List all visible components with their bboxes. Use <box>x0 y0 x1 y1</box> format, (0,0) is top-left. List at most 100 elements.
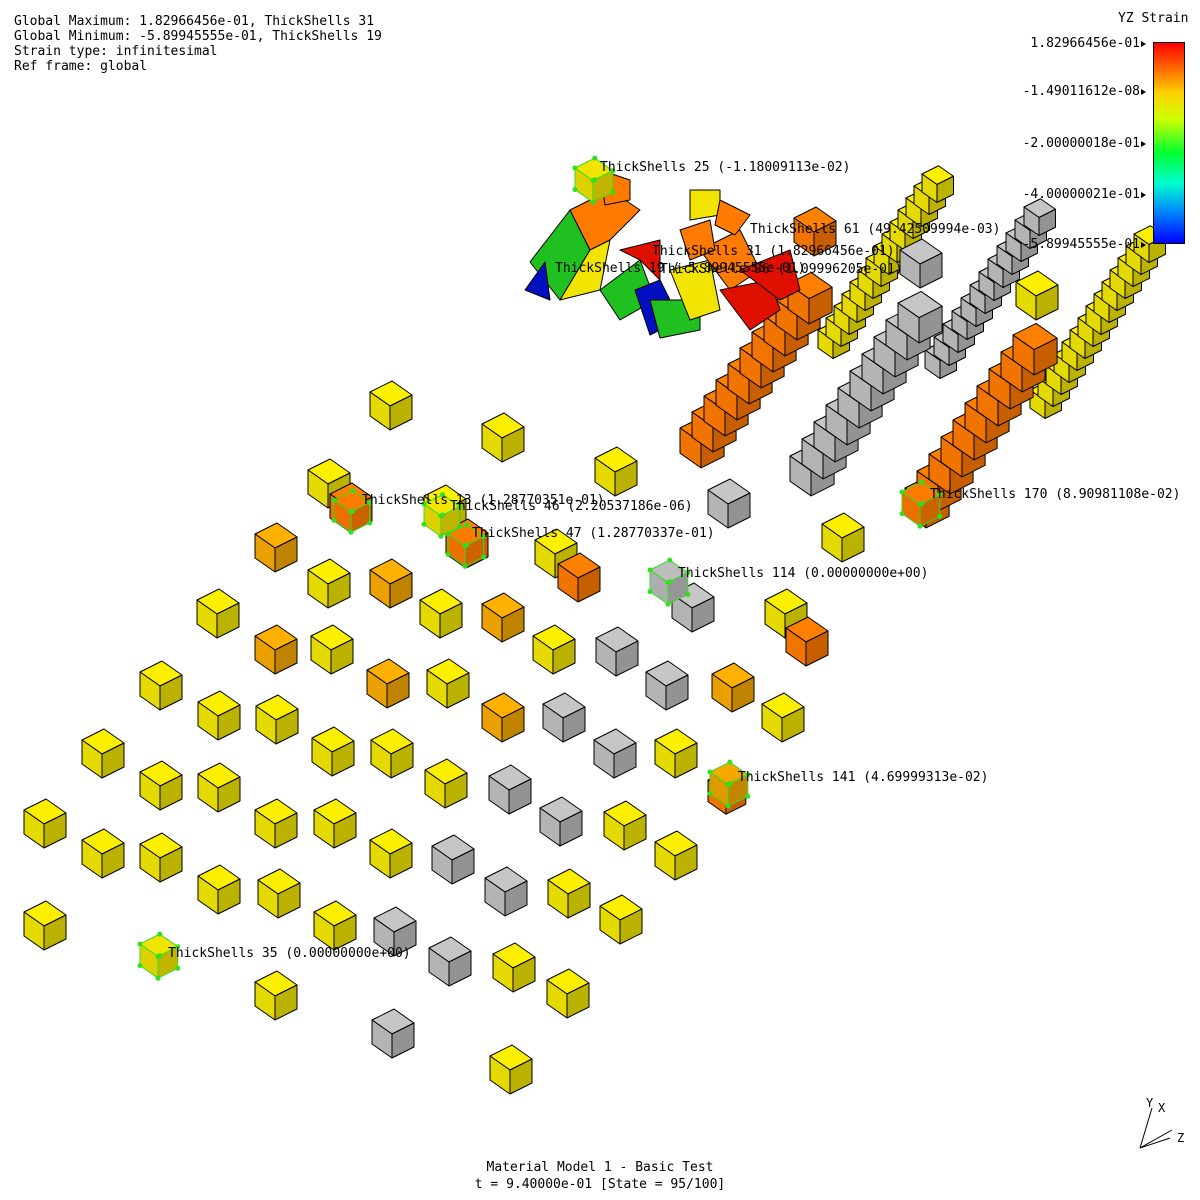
annotation-label: ThickShells 31 (1.82966456e-01) <box>652 244 895 259</box>
element-cube <box>366 658 410 709</box>
tube-cube <box>899 238 943 289</box>
element-cube <box>313 798 357 849</box>
legend-tick <box>1141 141 1146 147</box>
selected-element <box>572 155 616 205</box>
deformed-columns <box>679 165 1166 529</box>
element-cube <box>424 758 468 809</box>
selected-element <box>421 492 463 539</box>
element-cube <box>370 728 414 779</box>
element-cube <box>489 1044 533 1095</box>
element-cube <box>257 868 301 919</box>
legend-tick <box>1141 89 1146 95</box>
element-cube <box>310 624 354 675</box>
axis-label-y: Y <box>1146 1096 1154 1110</box>
annotation-label: ThickShells 46 (2.20537186e-06) <box>450 499 693 514</box>
legend-label: -2.00000018e-01 <box>1022 136 1140 151</box>
legend-label: -5.89945555e-01 <box>1022 237 1140 252</box>
selected-element <box>647 557 691 607</box>
element-cube <box>139 832 183 883</box>
element-cube <box>313 900 357 951</box>
tube-cube <box>1012 322 1058 376</box>
annotation-label: ThickShells 19 (-5.89945555e-01) <box>555 261 806 276</box>
tube-cube <box>1015 270 1059 321</box>
element-cube <box>707 478 751 529</box>
axis-label-x: X <box>1158 1101 1166 1115</box>
element-cube <box>369 828 413 879</box>
element-cube <box>481 412 525 463</box>
info-panel: Global Maximum: 1.82966456e-01, ThickShe… <box>14 14 382 74</box>
legend-tick <box>1141 41 1146 47</box>
element-cube <box>426 658 470 709</box>
annotation-label: ThickShells 35 (0.00000000e+00) <box>168 946 411 961</box>
element-cube <box>371 1008 415 1059</box>
strain-type: Strain type: infinitesimal <box>14 44 218 59</box>
annotation-label: ThickShells 61 (49.42509994e-03) <box>750 222 1001 237</box>
annotation-label: ThickShells 47 (1.28770337e-01) <box>472 526 715 541</box>
element-cube <box>419 588 463 639</box>
element-cube <box>546 968 590 1019</box>
element-cube <box>197 864 241 915</box>
element-cube <box>645 660 689 711</box>
selected-element <box>445 522 487 569</box>
distorted-element <box>714 199 751 236</box>
selected-element <box>899 479 943 529</box>
column-cube <box>921 165 954 203</box>
annotation-label: ThickShells 114 (0.00000000e+00) <box>678 566 929 581</box>
element-cube <box>711 662 755 713</box>
element-cube <box>599 894 643 945</box>
distorted-element <box>679 219 716 261</box>
deformed-cluster <box>524 169 801 339</box>
selected-element <box>137 931 181 981</box>
ref-frame: Ref frame: global <box>14 59 148 74</box>
element-cube <box>481 592 525 643</box>
legend-label: 1.82966456e-01 <box>1030 36 1140 51</box>
element-cube <box>532 624 576 675</box>
element-cube <box>654 728 698 779</box>
legend-title: YZ Strain <box>1118 11 1189 26</box>
element-cube <box>196 588 240 639</box>
distorted-element <box>739 249 801 301</box>
tube-cube <box>793 206 837 257</box>
element-cube <box>139 660 183 711</box>
element-cube <box>197 762 241 813</box>
selected-element <box>707 759 751 809</box>
axis-triad <box>1139 1107 1173 1149</box>
element-cube <box>311 726 355 777</box>
global-maximum: Global Maximum: 1.82966456e-01, ThickShe… <box>14 14 375 29</box>
element-cube <box>431 834 475 885</box>
selected-elements <box>137 155 943 981</box>
distorted-element <box>689 189 721 221</box>
element-cube <box>197 690 241 741</box>
element-cube <box>821 512 865 563</box>
annotation-label: ThickShells 25 (-1.18009113e-02) <box>600 160 851 175</box>
element-cube <box>254 624 298 675</box>
axis-label-z: Z <box>1177 1131 1185 1145</box>
annotation-label: ThickShells 170 (8.90981108e-02) <box>930 487 1181 502</box>
color-legend-bar <box>1153 42 1185 244</box>
state-readout: t = 9.40000e-01 [State = 95/100] <box>474 1177 726 1192</box>
element-cube <box>23 798 67 849</box>
element-cube <box>492 942 536 993</box>
element-cube <box>603 800 647 851</box>
global-minimum: Global Minimum: -5.89945555e-01, ThickSh… <box>14 29 382 44</box>
selected-element <box>331 488 373 535</box>
element-cube <box>81 728 125 779</box>
tube-cube <box>787 271 833 325</box>
annotation-label: ThickShells 141 (4.69999313e-02) <box>738 770 989 785</box>
legend-label: -1.49011612e-08 <box>1022 84 1140 99</box>
element-cube <box>488 764 532 815</box>
tube-cube <box>897 290 943 344</box>
element-cube <box>254 522 298 573</box>
element-cube <box>369 558 413 609</box>
element-cube <box>254 798 298 849</box>
element-cube <box>373 906 417 957</box>
element-cube <box>255 694 299 745</box>
element-cube <box>547 868 591 919</box>
element-cube <box>369 380 413 431</box>
element-cube <box>23 900 67 951</box>
element-cube <box>481 692 525 743</box>
distorted-element <box>524 261 551 301</box>
legend-label: -4.00000021e-01 <box>1022 187 1140 202</box>
model-title: Material Model 1 - Basic Test <box>486 1160 714 1175</box>
